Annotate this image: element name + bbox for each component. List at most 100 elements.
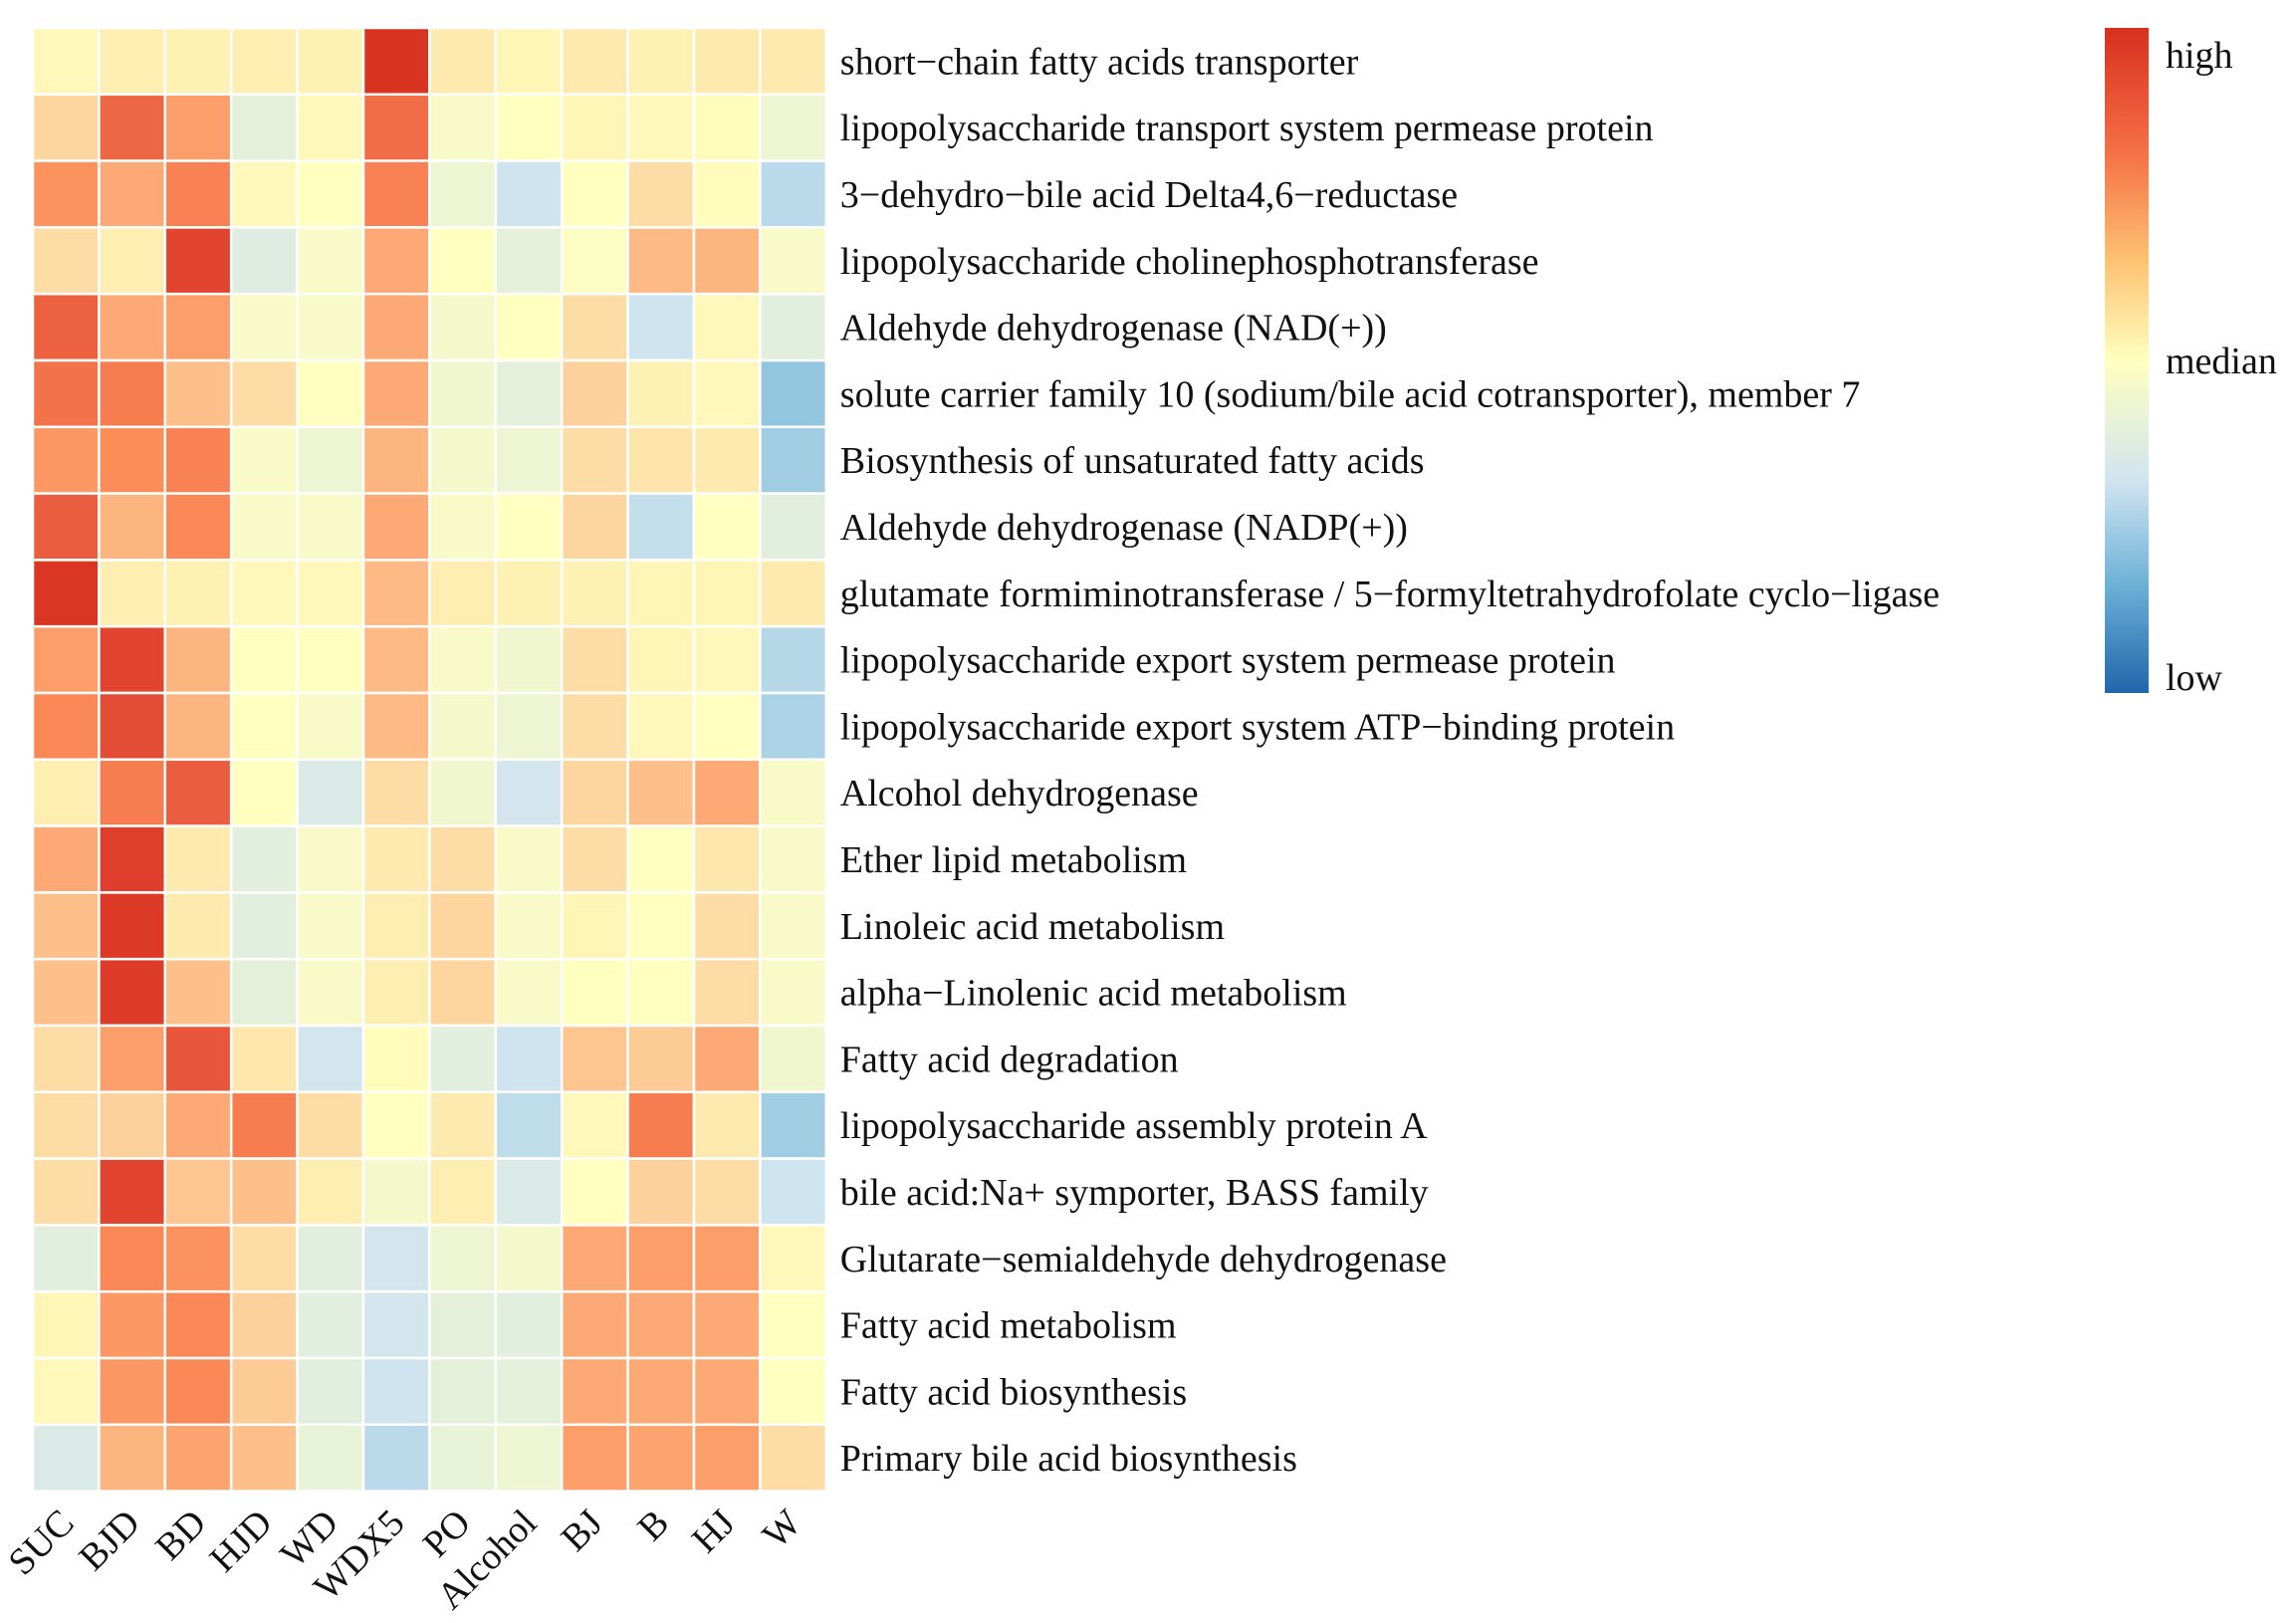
heatmap-cell: [98, 691, 167, 762]
row-label: alpha−Linolenic acid metabolism: [840, 973, 1347, 1015]
heatmap-cell: [31, 758, 101, 827]
heatmap-cell: [560, 425, 629, 495]
heatmap-cell: [759, 358, 828, 429]
heatmap-cell: [759, 1090, 828, 1160]
heatmap-cell: [560, 1024, 629, 1094]
heatmap-cell: [626, 1289, 696, 1360]
heatmap-cell: [692, 159, 762, 229]
heatmap-cell: [494, 292, 564, 362]
heatmap-cell: [494, 824, 564, 894]
heatmap-cell: [428, 292, 498, 362]
heatmap-cell: [229, 93, 299, 162]
heatmap-cell: [494, 1356, 564, 1427]
heatmap-cell: [560, 1289, 629, 1360]
heatmap-cell: [494, 957, 564, 1028]
heatmap-cell: [361, 1224, 431, 1293]
heatmap-cell: [163, 1157, 233, 1227]
heatmap-cell: [296, 1289, 365, 1360]
heatmap-cell: [296, 1423, 365, 1493]
heatmap-cell: [163, 1356, 233, 1427]
heatmap-cell: [428, 492, 498, 562]
heatmap-cell: [98, 1356, 167, 1427]
legend-high-label: high: [2166, 35, 2233, 77]
heatmap-cell: [31, 93, 101, 162]
heatmap-cell: [560, 691, 629, 762]
heatmap-cell: [692, 1024, 762, 1094]
heatmap-cell: [31, 292, 101, 362]
heatmap-cell: [692, 358, 762, 429]
heatmap-cell: [361, 492, 431, 562]
heatmap-cell: [626, 93, 696, 162]
heatmap-cell: [31, 891, 101, 961]
heatmap-cell: [494, 226, 564, 296]
row-label: Glutarate−semialdehyde dehydrogenase: [840, 1239, 1447, 1280]
heatmap-cell: [692, 1157, 762, 1227]
heatmap-cell: [163, 292, 233, 362]
heatmap-cell: [494, 1157, 564, 1227]
heatmap-cell: [31, 159, 101, 229]
heatmap-cell: [229, 425, 299, 495]
heatmap-cell: [494, 1224, 564, 1293]
heatmap-cell: [361, 691, 431, 762]
heatmap-cell: [98, 93, 167, 162]
heatmap-cell: [759, 1024, 828, 1094]
heatmap-cell: [626, 1024, 696, 1094]
heatmap-cell: [361, 159, 431, 229]
heatmap-cell: [428, 624, 498, 695]
heatmap-cell: [296, 1356, 365, 1427]
heatmap-cell: [692, 758, 762, 827]
heatmap-cell: [759, 824, 828, 894]
row-label: lipopolysaccharide export system permeas…: [840, 640, 1616, 682]
heatmap-cell: [560, 559, 629, 628]
heatmap-cell: [31, 1024, 101, 1094]
heatmap-cell: [31, 691, 101, 762]
column-label: HJ: [684, 1502, 744, 1561]
heatmap-cell: [296, 226, 365, 296]
heatmap-cell: [163, 358, 233, 429]
heatmap-cell: [626, 26, 696, 97]
heatmap-cell: [494, 358, 564, 429]
heatmap-cell: [759, 93, 828, 162]
heatmap-cell: [296, 159, 365, 229]
heatmap-cell: [361, 891, 431, 961]
heatmap-cell: [560, 1356, 629, 1427]
heatmap-cell: [163, 824, 233, 894]
heatmap-cell: [626, 957, 696, 1028]
heatmap-cell: [494, 492, 564, 562]
heatmap-cell: [428, 1157, 498, 1227]
heatmap-cell: [494, 758, 564, 827]
row-label: Primary bile acid biosynthesis: [840, 1438, 1297, 1480]
heatmap-cell: [560, 26, 629, 97]
heatmap-cell: [560, 824, 629, 894]
heatmap-cell: [98, 492, 167, 562]
heatmap-cell: [692, 93, 762, 162]
heatmap-cell: [31, 26, 101, 97]
heatmap-cell: [361, 1090, 431, 1160]
heatmap-cell: [31, 957, 101, 1028]
heatmap-cell: [229, 957, 299, 1028]
heatmap-cell: [296, 824, 365, 894]
column-label: BD: [147, 1502, 214, 1568]
heatmap-cell: [759, 1356, 828, 1427]
heatmap-cell: [626, 824, 696, 894]
heatmap-cell: [692, 425, 762, 495]
heatmap-cells: [31, 26, 828, 1493]
row-labels: short−chain fatty acids transporter lipop…: [840, 41, 1940, 1480]
heatmap-cell: [759, 758, 828, 827]
heatmap-cell: [428, 1090, 498, 1160]
heatmap-cell: [296, 358, 365, 429]
heatmap-cell: [494, 26, 564, 97]
heatmap-cell: [296, 957, 365, 1028]
row-label: solute carrier family 10 (sodium/bile ac…: [840, 373, 1861, 415]
heatmap-cell: [361, 26, 431, 97]
heatmap-cell: [296, 1224, 365, 1293]
heatmap-cell: [98, 1289, 167, 1360]
heatmap-cell: [626, 1423, 696, 1493]
heatmap-cell: [229, 758, 299, 827]
heatmap-cell: [163, 758, 233, 827]
heatmap-cell: [163, 492, 233, 562]
heatmap-cell: [296, 26, 365, 97]
heatmap-cell: [560, 358, 629, 429]
heatmap-cell: [759, 957, 828, 1028]
